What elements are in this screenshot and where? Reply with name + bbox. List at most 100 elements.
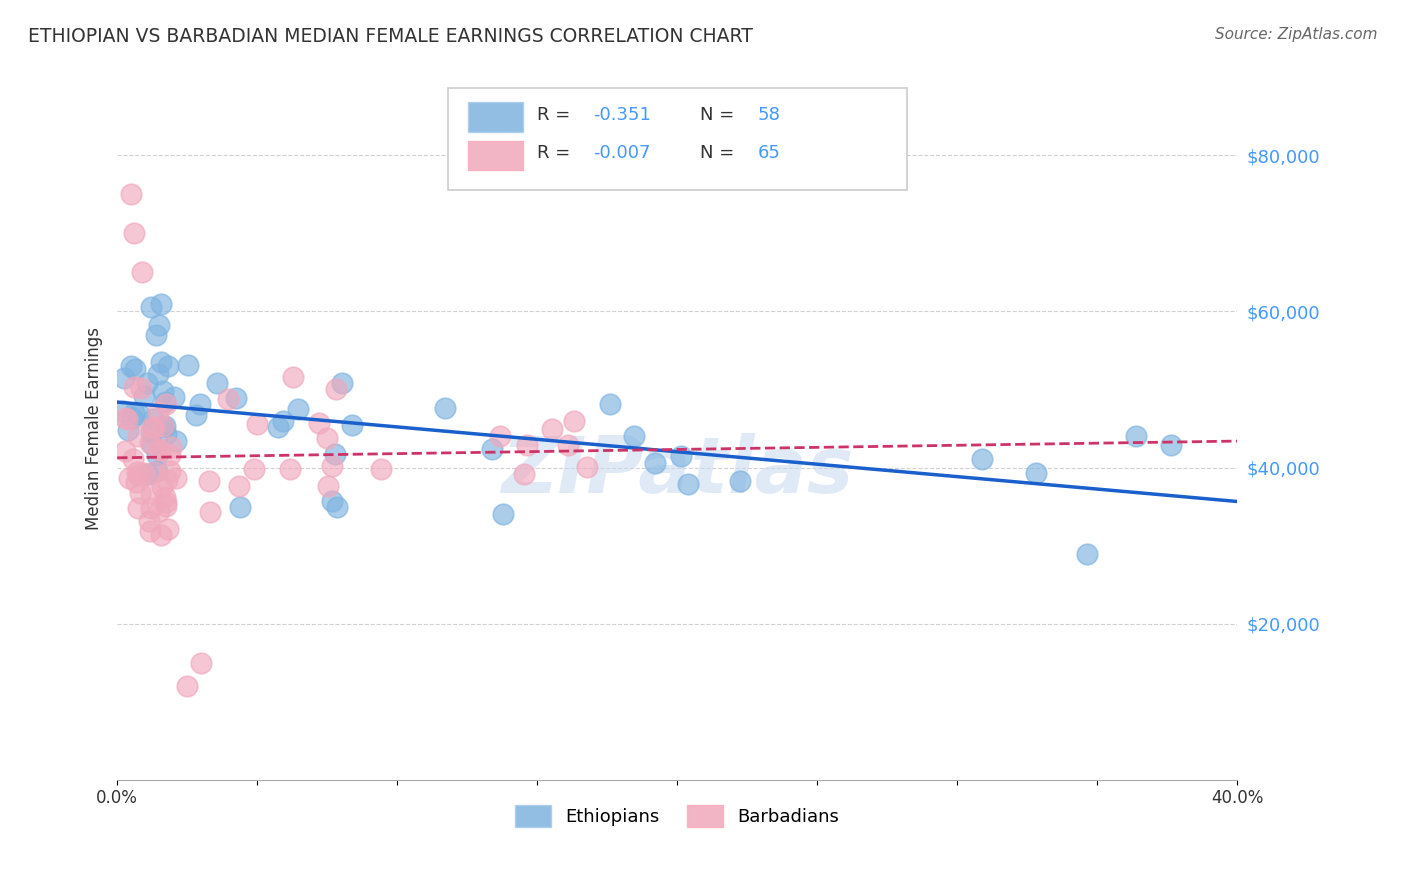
Point <box>599 396 621 410</box>
Point <box>676 476 699 491</box>
Point <box>114 411 136 425</box>
Point <box>325 382 347 396</box>
Point <box>1025 466 1047 480</box>
Point <box>540 422 562 436</box>
Point <box>139 300 162 314</box>
Point <box>117 423 139 437</box>
Y-axis label: Median Female Earnings: Median Female Earnings <box>86 327 103 530</box>
Point <box>121 451 143 466</box>
Point <box>136 467 159 482</box>
Text: R =: R = <box>537 105 576 124</box>
Point <box>121 411 143 425</box>
Point <box>127 467 149 482</box>
Point <box>1160 438 1182 452</box>
Point <box>316 431 339 445</box>
Point <box>157 359 180 373</box>
Point <box>434 401 457 416</box>
Point <box>198 505 221 519</box>
Point <box>148 318 170 332</box>
Point <box>318 479 340 493</box>
Point <box>1125 429 1147 443</box>
Point <box>152 384 174 398</box>
Text: 58: 58 <box>758 105 780 124</box>
Point <box>129 381 152 395</box>
Point <box>177 358 200 372</box>
Point <box>157 522 180 536</box>
Point <box>149 442 172 457</box>
Point <box>970 452 993 467</box>
Point <box>323 447 346 461</box>
Point <box>150 480 173 494</box>
Point <box>115 412 138 426</box>
Point <box>190 396 212 410</box>
Text: -0.351: -0.351 <box>593 105 651 124</box>
Text: N =: N = <box>700 145 740 162</box>
Point <box>146 404 169 418</box>
Point <box>623 428 645 442</box>
Point <box>148 367 170 381</box>
Text: -0.007: -0.007 <box>593 145 651 162</box>
Point <box>138 524 160 538</box>
Point <box>138 514 160 528</box>
Point <box>159 440 181 454</box>
Point <box>149 297 172 311</box>
Point <box>492 507 515 521</box>
Point <box>155 495 177 509</box>
Point <box>143 465 166 479</box>
Point <box>152 419 174 434</box>
Point <box>228 500 250 514</box>
Text: 65: 65 <box>758 145 780 162</box>
Point <box>190 656 212 670</box>
Point <box>143 421 166 435</box>
Point <box>155 396 177 410</box>
Point <box>267 420 290 434</box>
Point <box>184 408 207 422</box>
Point <box>146 442 169 457</box>
Point <box>159 448 181 462</box>
Point <box>155 499 177 513</box>
Point <box>243 462 266 476</box>
Point <box>139 500 162 515</box>
Point <box>197 475 219 489</box>
Point <box>122 406 145 420</box>
Point <box>340 418 363 433</box>
Point <box>321 494 343 508</box>
Point <box>142 412 165 426</box>
Point <box>370 462 392 476</box>
Point <box>489 429 512 443</box>
Point <box>149 528 172 542</box>
Point <box>287 401 309 416</box>
Point <box>176 679 198 693</box>
Point <box>165 434 187 449</box>
Text: R =: R = <box>537 145 576 162</box>
Point <box>125 465 148 479</box>
Text: ZIPatlas: ZIPatlas <box>501 433 853 508</box>
Point <box>145 328 167 343</box>
Point <box>325 500 347 515</box>
Point <box>122 379 145 393</box>
Point <box>150 355 173 369</box>
Point <box>159 464 181 478</box>
Point <box>128 407 150 421</box>
Point <box>278 461 301 475</box>
Point <box>576 460 599 475</box>
FancyBboxPatch shape <box>447 88 907 190</box>
Point <box>512 467 534 481</box>
Point <box>141 425 163 440</box>
Point <box>516 437 538 451</box>
Point <box>120 359 142 373</box>
Legend: Ethiopians, Barbadians: Ethiopians, Barbadians <box>508 797 846 834</box>
Text: N =: N = <box>700 105 740 124</box>
Point <box>330 376 353 390</box>
Point <box>644 456 666 470</box>
Point <box>146 464 169 478</box>
Point <box>120 187 142 202</box>
Point <box>669 450 692 464</box>
Point <box>125 475 148 490</box>
Point <box>562 414 585 428</box>
Point <box>112 370 135 384</box>
Point <box>118 471 141 485</box>
Point <box>153 395 176 409</box>
FancyBboxPatch shape <box>468 102 523 131</box>
Point <box>122 227 145 241</box>
